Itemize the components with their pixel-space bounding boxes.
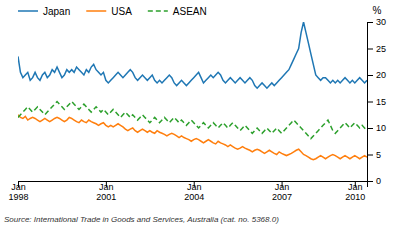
y-tick: 30 — [367, 17, 386, 27]
x-tick: Jan2007 — [272, 181, 292, 202]
x-tick: Jan2001 — [96, 181, 116, 202]
legend: Japan USA ASEAN — [18, 6, 207, 17]
y-axis-line — [368, 23, 374, 182]
y-tick: 20 — [367, 70, 386, 80]
x-tick: Jan2010 — [345, 181, 365, 202]
lines — [18, 22, 367, 160]
legend-item: Japan — [18, 6, 70, 17]
y-tick-label: 5 — [376, 150, 381, 160]
y-axis-label: % — [373, 5, 382, 16]
y-tick: 0 — [367, 176, 381, 186]
y-tick: 10 — [367, 123, 386, 133]
y-tick-mark — [367, 49, 373, 50]
x-tick: Jan1998 — [8, 181, 28, 202]
y-tick: 25 — [367, 44, 386, 54]
legend-swatch — [86, 10, 106, 12]
y-tick-mark — [367, 181, 373, 182]
x-tick-label: Jan2007 — [272, 182, 292, 202]
y-tick-mark — [367, 128, 373, 129]
x-tick-label: Jan2004 — [184, 182, 204, 202]
legend-item: USA — [86, 6, 132, 17]
x-tick-label: Jan2001 — [96, 182, 116, 202]
chart-svg: Jan1998 Jan2001 Jan2004 Jan2007 Jan2010 0 5 10 1… — [0, 0, 397, 227]
x-axis: Jan1998 Jan2001 Jan2004 Jan2007 Jan2010 — [8, 181, 367, 202]
legend-label: USA — [111, 6, 132, 17]
plot-root: Jan1998 Jan2001 Jan2004 Jan2007 Jan2010 0 5 10 1… — [8, 17, 386, 202]
y-tick-label: 0 — [376, 176, 381, 186]
y-tick-label: 25 — [376, 44, 386, 54]
legend-swatch — [148, 10, 168, 12]
series-line — [18, 22, 367, 88]
y-tick-mark — [367, 22, 373, 23]
y-tick-mark — [367, 75, 373, 76]
y-tick-label: 15 — [376, 97, 386, 107]
legend-label: ASEAN — [173, 6, 207, 17]
legend-swatch — [18, 10, 38, 12]
y-tick: 15 — [367, 97, 386, 107]
y-tick-label: 30 — [376, 17, 386, 27]
y-tick-mark — [367, 102, 373, 103]
y-axis: 0 5 10 15 20 25 30 — [367, 17, 386, 186]
source-note: Source: International Trade in Goods and… — [4, 215, 279, 224]
series-line — [18, 102, 367, 139]
x-tick-label: Jan1998 — [8, 182, 28, 202]
chart-container: Jan1998 Jan2001 Jan2004 Jan2007 Jan2010 0 5 10 1… — [0, 0, 397, 227]
y-tick-label: 20 — [376, 70, 386, 80]
x-tick: Jan2004 — [184, 181, 204, 202]
x-tick-label: Jan2010 — [345, 182, 365, 202]
legend-label: Japan — [43, 6, 70, 17]
legend-item: ASEAN — [148, 6, 207, 17]
y-tick: 5 — [367, 150, 381, 160]
y-tick-mark — [367, 155, 373, 156]
y-tick-label: 10 — [376, 123, 386, 133]
